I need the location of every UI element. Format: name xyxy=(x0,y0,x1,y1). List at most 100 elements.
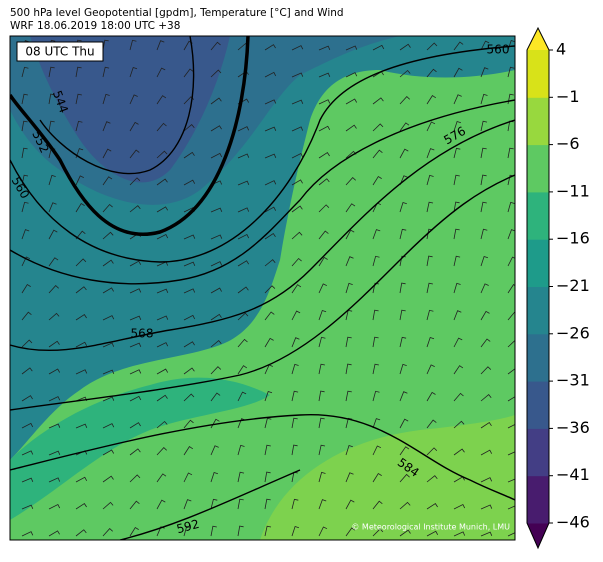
wind-barb xyxy=(156,95,167,105)
wind-barb xyxy=(345,229,355,240)
wind-barb xyxy=(291,363,299,375)
warm-region xyxy=(260,415,515,540)
wind-barb xyxy=(345,282,353,294)
wind-barb xyxy=(210,287,222,294)
wind-barb xyxy=(372,175,382,186)
colorbar-band xyxy=(527,428,549,477)
wind-barb xyxy=(345,472,354,483)
wind-barb xyxy=(183,393,195,402)
wind-barb xyxy=(237,444,245,456)
wind-barb xyxy=(75,476,88,483)
wind-barb xyxy=(399,282,406,294)
wind-barb xyxy=(156,233,169,240)
wind-barb xyxy=(156,499,166,510)
wind-barb xyxy=(237,391,247,402)
colorbar-tick-label: −26 xyxy=(556,323,590,342)
colorbar-band xyxy=(527,50,549,98)
wind-barb xyxy=(75,341,88,348)
wind-barb xyxy=(156,150,168,159)
wind-barb xyxy=(264,525,272,537)
wind-barb xyxy=(480,228,488,240)
wind-barb xyxy=(75,66,82,78)
time-label: 08 UTC Thu xyxy=(25,45,94,59)
wind-barb xyxy=(183,446,194,456)
wind-barb xyxy=(453,282,461,294)
wind-barb xyxy=(264,337,274,348)
wind-barb xyxy=(345,124,357,132)
wind-barb xyxy=(399,96,410,105)
wind-barb xyxy=(453,147,461,159)
wind-barb xyxy=(264,232,276,240)
wind-barb xyxy=(345,527,356,537)
wind-barb xyxy=(156,122,167,132)
wind-barb xyxy=(426,121,436,132)
wind-barb xyxy=(48,257,59,267)
wind-barb xyxy=(507,451,515,456)
wind-barb xyxy=(183,234,196,240)
wind-barb xyxy=(426,148,435,159)
wind-barb xyxy=(372,472,382,483)
wind-barb xyxy=(318,363,325,375)
wind-barb xyxy=(291,45,304,51)
wind-barb xyxy=(318,417,325,429)
wind-barb xyxy=(291,205,303,213)
wind-barb xyxy=(48,66,55,78)
wind-barb xyxy=(507,284,515,294)
wind-barb xyxy=(129,66,138,78)
wind-barb xyxy=(372,528,384,537)
wind-barb xyxy=(21,395,33,402)
wind-barb xyxy=(507,229,515,240)
wind-barb xyxy=(318,499,327,510)
wind-barb xyxy=(264,180,277,186)
colorbar-band xyxy=(527,333,549,382)
wind-barb xyxy=(453,120,462,132)
wind-barb xyxy=(426,419,437,429)
wind-barb xyxy=(507,66,515,78)
wind-barb xyxy=(210,234,223,240)
wind-barb xyxy=(75,369,88,375)
wind-barb xyxy=(183,314,196,321)
wind-barb xyxy=(75,286,87,294)
colorbar-band xyxy=(527,475,549,524)
colorbar-band xyxy=(527,239,549,287)
wind-barb xyxy=(426,255,433,267)
colorbar-tick-label: −11 xyxy=(556,181,590,200)
credit: © Meteorological Institute Munich, LMU xyxy=(351,523,510,532)
wind-barb xyxy=(264,444,271,456)
wind-barb xyxy=(318,309,327,321)
wind-barb xyxy=(453,67,463,78)
wind-barb xyxy=(372,309,379,321)
wind-barb xyxy=(156,420,168,429)
wind-barb xyxy=(21,93,28,105)
colorbar-extend-low xyxy=(527,523,549,548)
wind-barb xyxy=(480,147,487,159)
wind-barb xyxy=(183,68,194,78)
wind-barb xyxy=(129,260,142,267)
wind-barb xyxy=(237,498,244,510)
wind-barb xyxy=(210,207,223,213)
wind-barb xyxy=(291,498,299,510)
wind-barb xyxy=(48,174,56,186)
wind-barb xyxy=(507,505,515,510)
wind-barb xyxy=(21,120,28,132)
wind-barb xyxy=(426,364,435,375)
wind-barb xyxy=(399,391,408,402)
wind-barbs xyxy=(21,39,515,537)
wind-barb xyxy=(264,153,277,159)
wind-barb xyxy=(48,93,55,105)
wind-barb xyxy=(480,310,490,321)
wind-barb xyxy=(507,201,515,213)
colorbar-tick-label: −16 xyxy=(556,229,590,248)
wind-barb xyxy=(318,178,330,186)
wind-barb xyxy=(210,445,219,456)
wind-barb xyxy=(183,151,195,159)
wind-barb xyxy=(48,202,57,213)
wind-barb xyxy=(426,68,437,78)
wind-barb xyxy=(21,229,30,240)
wind-barb xyxy=(318,471,326,483)
wind-barb xyxy=(102,121,111,132)
wind-barb xyxy=(345,98,358,105)
wind-barb xyxy=(480,504,493,510)
wind-barb xyxy=(102,203,113,213)
wind-barb xyxy=(156,178,168,186)
